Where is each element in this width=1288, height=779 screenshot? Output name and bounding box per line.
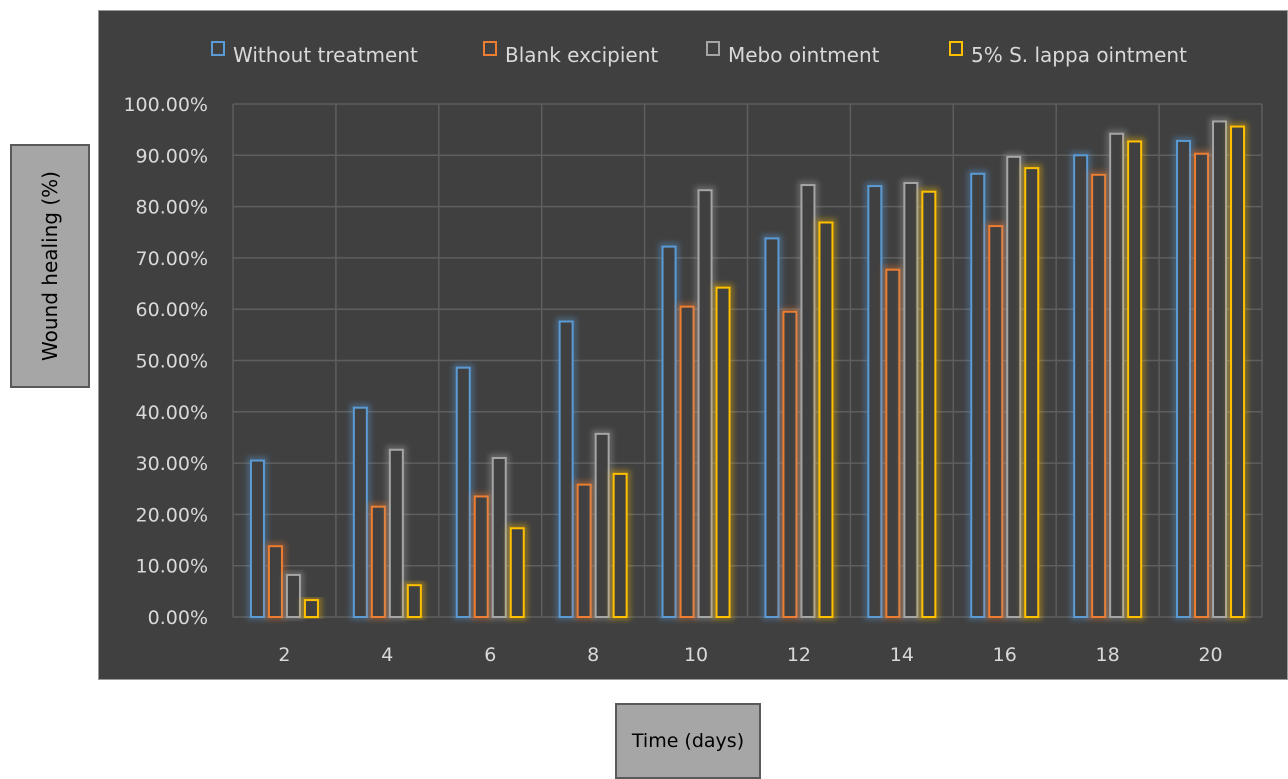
bar [612, 472, 628, 618]
y-tick-labels: 0.00% 10.00% 20.00% 30.00% 40.00% 50.00% 60.00… [123, 94, 208, 629]
bar [1109, 132, 1125, 618]
bar [988, 225, 1004, 618]
bar [921, 190, 937, 619]
bar [370, 505, 386, 618]
x-tick-labels: 2 4 6 8 10 12 14 16 18 20 [278, 644, 1222, 666]
legend-label: Without treatment [233, 43, 418, 67]
y-tick-label: 80.00% [136, 197, 208, 219]
bar [679, 305, 695, 618]
bar [970, 172, 986, 618]
bar [303, 599, 319, 618]
y-tick-label: 30.00% [136, 453, 208, 475]
bar [1073, 154, 1089, 619]
x-tick-label: 14 [890, 644, 914, 666]
y-tick-label: 0.00% [148, 607, 208, 629]
x-tick-label: 10 [684, 644, 708, 666]
x-tick-label: 6 [484, 644, 496, 666]
bar [782, 310, 798, 618]
x-tick-label: 8 [587, 644, 599, 666]
legend-label: Blank excipient [505, 43, 658, 67]
bar [867, 185, 883, 619]
bar [352, 406, 368, 619]
bar [576, 483, 592, 618]
bar [285, 573, 301, 619]
x-tick-label: 20 [1198, 644, 1222, 666]
bars [247, 117, 1248, 620]
bar [1212, 120, 1228, 619]
bar [1024, 167, 1040, 618]
x-tick-label: 4 [381, 644, 393, 666]
legend: Without treatment Blank excipient Mebo oin… [211, 41, 1187, 67]
x-axis-label-box: Time (days) [615, 703, 761, 779]
bar [558, 320, 574, 618]
bar [1194, 152, 1210, 619]
bar [406, 584, 422, 618]
bar [388, 448, 404, 618]
y-axis-label: Wound healing (%) [38, 171, 62, 361]
y-tick-label: 50.00% [136, 351, 208, 373]
bar [1176, 139, 1192, 618]
bar [491, 456, 507, 618]
bar [715, 286, 731, 618]
x-tick-label: 12 [787, 644, 811, 666]
bar [473, 495, 489, 619]
y-tick-label: 40.00% [136, 402, 208, 424]
bar [594, 432, 610, 619]
legend-swatch [949, 41, 963, 56]
bar [1127, 140, 1143, 618]
bar [885, 268, 901, 618]
y-tick-label: 10.00% [136, 556, 208, 578]
bar [818, 221, 834, 619]
bar [764, 237, 780, 618]
bar [697, 189, 713, 619]
bar [1091, 173, 1107, 618]
legend-swatch [483, 41, 497, 56]
x-tick-label: 18 [1096, 644, 1120, 666]
y-tick-label: 70.00% [136, 248, 208, 270]
x-tick-label: 2 [278, 644, 290, 666]
y-tick-label: 100.00% [123, 94, 208, 116]
y-tick-label: 60.00% [136, 299, 208, 321]
y-tick-label: 90.00% [136, 145, 208, 167]
x-tick-label: 16 [993, 644, 1017, 666]
legend-swatch [211, 41, 225, 56]
bar [1230, 125, 1246, 619]
legend-swatch [706, 41, 720, 56]
bar [903, 182, 919, 618]
y-axis-label-box: Wound healing (%) [10, 144, 90, 388]
bar [455, 366, 471, 618]
bar [661, 245, 677, 618]
bar [1006, 155, 1022, 619]
legend-label: 5% S. lappa ointment [971, 43, 1187, 67]
legend-label: Mebo ointment [728, 43, 880, 67]
y-tick-label: 20.00% [136, 504, 208, 526]
bar [249, 459, 265, 618]
bar [267, 545, 283, 618]
bar [800, 184, 816, 619]
bar [509, 527, 525, 618]
x-axis-label: Time (days) [631, 730, 745, 752]
